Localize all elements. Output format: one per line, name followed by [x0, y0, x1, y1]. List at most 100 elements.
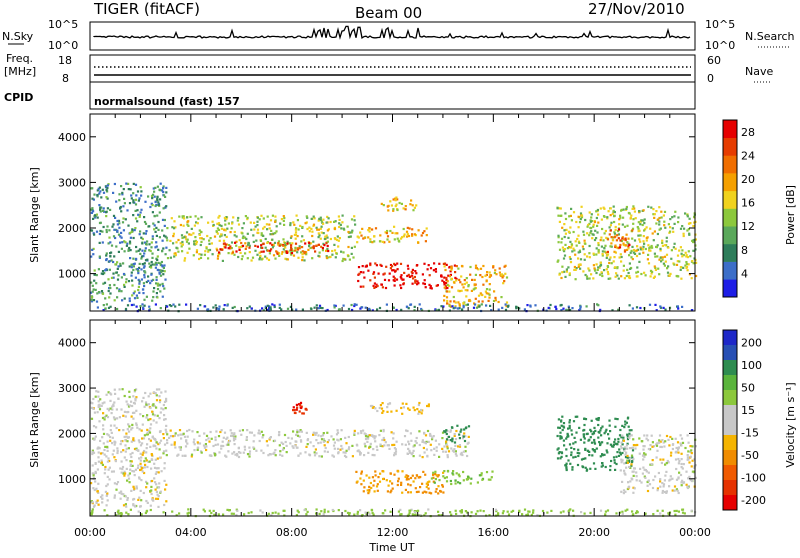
data-cell — [336, 438, 339, 441]
data-cell — [218, 251, 221, 254]
data-cell — [595, 263, 598, 266]
data-cell — [399, 284, 402, 287]
data-cell — [205, 448, 208, 452]
data-cell — [631, 227, 635, 230]
data-cell — [388, 272, 391, 275]
data-cell — [643, 445, 646, 448]
data-cell — [400, 308, 403, 311]
data-cell — [159, 198, 162, 201]
data-cell — [260, 244, 263, 247]
data-cell — [151, 435, 154, 438]
data-cell — [227, 252, 230, 255]
data-cell — [131, 470, 134, 473]
data-cell — [416, 280, 419, 283]
data-cell — [686, 213, 689, 217]
data-cell — [216, 249, 219, 252]
data-cell — [599, 442, 602, 445]
data-cell — [192, 441, 195, 444]
data-cell — [146, 501, 149, 504]
data-cell — [643, 271, 646, 274]
data-cell — [253, 221, 256, 224]
data-cell — [573, 268, 576, 271]
data-cell — [123, 297, 126, 300]
data-cell — [454, 509, 457, 512]
data-cell — [311, 234, 314, 238]
data-cell — [101, 436, 104, 439]
data-cell — [206, 234, 209, 238]
data-cell — [686, 485, 689, 488]
data-cell — [503, 265, 506, 268]
data-cell — [662, 262, 665, 265]
data-cell — [588, 234, 591, 237]
data-cell — [244, 236, 247, 239]
data-cell — [644, 453, 647, 456]
data-cell — [425, 491, 428, 494]
data-cell — [346, 511, 350, 514]
data-cell — [606, 250, 609, 253]
data-cell — [300, 406, 303, 410]
data-cell — [651, 459, 654, 462]
data-cell — [240, 245, 243, 248]
data-cell — [668, 479, 671, 482]
data-cell — [367, 437, 370, 440]
data-cell — [136, 296, 139, 299]
data-cell — [235, 235, 238, 238]
data-cell — [139, 444, 143, 447]
data-cell — [181, 215, 184, 218]
data-cell — [96, 216, 99, 219]
data-cell — [125, 505, 128, 508]
data-cell — [119, 241, 122, 244]
data-cell — [337, 308, 341, 311]
data-cell — [470, 511, 473, 514]
data-cell — [479, 292, 482, 295]
data-cell — [405, 474, 408, 477]
data-cell — [127, 182, 130, 185]
data-cell — [109, 435, 112, 439]
data-cell — [625, 274, 628, 278]
data-cell — [425, 482, 428, 485]
data-cell — [135, 485, 138, 488]
data-cell — [584, 242, 587, 245]
data-cell — [415, 441, 418, 445]
data-cell — [484, 295, 487, 298]
data-cell — [114, 236, 117, 240]
colorbar-tick-label: 20 — [741, 173, 755, 186]
data-cell — [445, 443, 448, 446]
data-cell — [656, 449, 659, 452]
data-cell — [352, 256, 355, 259]
data-cell — [207, 221, 210, 224]
data-cell — [106, 445, 109, 448]
data-cell — [154, 472, 157, 475]
data-cell — [127, 224, 130, 227]
data-cell — [661, 244, 664, 247]
data-cell — [282, 238, 285, 241]
data-cell — [169, 256, 172, 259]
data-cell — [318, 217, 321, 220]
data-cell — [384, 286, 388, 290]
data-cell — [238, 246, 241, 249]
data-cell — [120, 460, 123, 463]
data-cell — [381, 402, 384, 405]
data-cell — [588, 222, 591, 225]
data-cell — [345, 442, 348, 445]
data-cell — [460, 428, 463, 431]
data-cell — [169, 435, 172, 438]
data-cell — [112, 276, 115, 279]
data-cell — [619, 253, 622, 256]
x-axis-title: Time UT — [368, 541, 414, 554]
data-cell — [112, 223, 115, 226]
data-cell — [91, 450, 94, 454]
data-cell — [154, 481, 157, 484]
data-cell — [130, 400, 133, 403]
data-cell — [182, 224, 185, 227]
data-cell — [580, 205, 583, 208]
data-cell — [347, 255, 350, 258]
data-cell — [568, 246, 571, 249]
data-cell — [277, 243, 280, 246]
data-cell — [293, 411, 296, 414]
data-cell — [436, 284, 439, 287]
data-cell — [603, 269, 606, 272]
data-cell — [188, 428, 191, 432]
data-cell — [163, 218, 166, 222]
data-cell — [462, 450, 465, 453]
